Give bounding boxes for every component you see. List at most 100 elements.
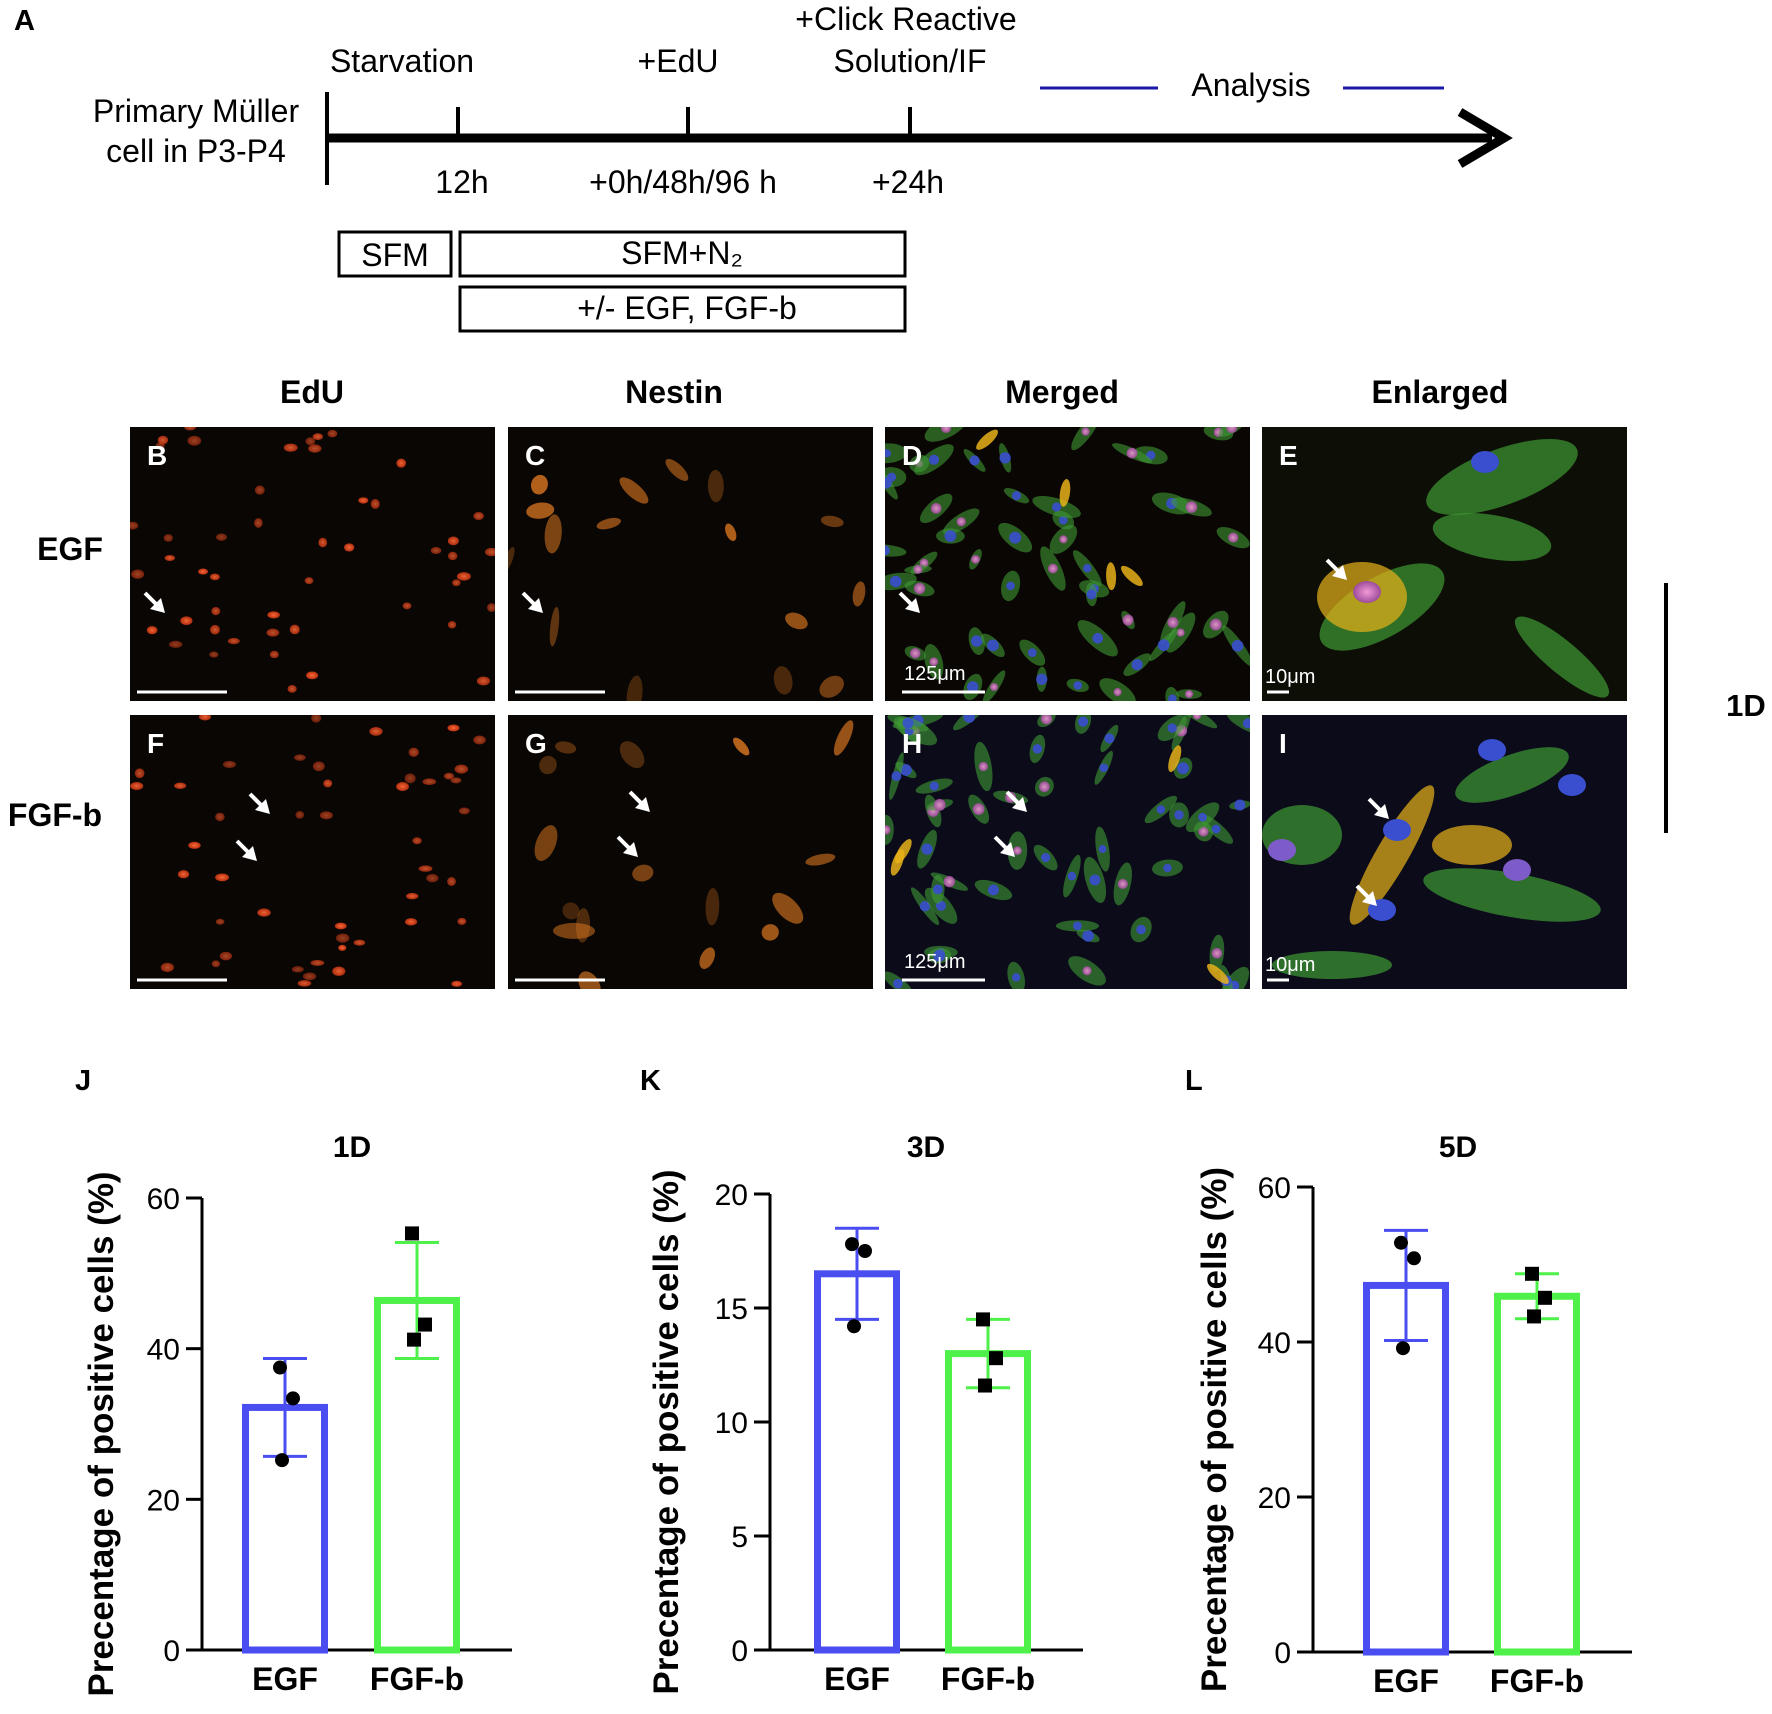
y-tick-label: 5 bbox=[731, 1521, 748, 1554]
micrograph-h: H 125μm bbox=[885, 715, 1250, 989]
panel-letter-f: F bbox=[147, 728, 164, 759]
factors-box bbox=[458, 285, 907, 333]
y-tick-label: 40 bbox=[1258, 1327, 1291, 1360]
column-header-enlarged: Enlarged bbox=[1372, 374, 1509, 410]
micrograph-b: B bbox=[130, 427, 495, 701]
arrow-icon bbox=[521, 591, 543, 613]
y-tick-label: 20 bbox=[715, 1179, 748, 1212]
scale-bar-label: 125μm bbox=[904, 663, 966, 685]
start-label-line1: Primary Müller bbox=[93, 93, 300, 129]
sfm-box bbox=[337, 230, 453, 278]
row-label-fgf: FGF-b bbox=[8, 797, 102, 833]
data-point-circle bbox=[858, 1244, 872, 1258]
sfm-n2-box-label: SFM+N₂ bbox=[621, 235, 743, 271]
arrow-icon bbox=[235, 839, 257, 861]
event-click-line1: +Click Reactive bbox=[795, 1, 1016, 37]
x-tick-label: FGF-b bbox=[1490, 1663, 1584, 1699]
y-tick-label: 10 bbox=[715, 1407, 748, 1440]
event-click-line2: Solution/IF bbox=[834, 43, 987, 79]
x-tick-label: EGF bbox=[1373, 1663, 1439, 1699]
row-label-egf: EGF bbox=[37, 531, 103, 567]
data-point-square bbox=[1527, 1309, 1541, 1324]
timeline-panel: A Primary Müller cell in P3-P4 Starvatio… bbox=[14, 1, 1513, 333]
column-header-merged: Merged bbox=[1005, 374, 1119, 410]
arrow-icon bbox=[628, 790, 650, 812]
y-tick-label: 0 bbox=[163, 1635, 180, 1668]
micrograph-c: C bbox=[508, 427, 873, 701]
time-12h: 12h bbox=[435, 164, 488, 200]
time-click: +24h bbox=[872, 164, 944, 200]
arrow-icon bbox=[1325, 558, 1347, 580]
y-axis-label: Precentage of positive cells (%) bbox=[1195, 1167, 1234, 1692]
panel-letter-e: E bbox=[1279, 440, 1298, 471]
event-edu: +EdU bbox=[638, 43, 719, 79]
y-tick-label: 60 bbox=[1258, 1172, 1291, 1205]
time-edu: +0h/48h/96 h bbox=[589, 164, 777, 200]
sfm-n2-box bbox=[458, 230, 907, 278]
micrograph-e: E 10μm bbox=[1262, 427, 1627, 701]
y-tick-label: 0 bbox=[731, 1635, 748, 1668]
arrow-icon bbox=[993, 835, 1015, 857]
scale-bar-label: 10μm bbox=[1265, 954, 1315, 976]
data-point-square bbox=[1538, 1290, 1552, 1305]
panel-letter-c: C bbox=[525, 440, 545, 471]
panel-letter-k: K bbox=[640, 1065, 661, 1097]
y-tick-label: 0 bbox=[1274, 1637, 1291, 1670]
data-point-square bbox=[1525, 1266, 1539, 1281]
data-point-square bbox=[418, 1317, 432, 1332]
panel-letter-a: A bbox=[14, 5, 35, 37]
panel-letter-d: D bbox=[902, 440, 922, 471]
scale-bar-label: 10μm bbox=[1265, 666, 1315, 688]
timeline-arrowhead bbox=[1457, 108, 1513, 168]
data-point-circle bbox=[1394, 1235, 1408, 1250]
micrograph-f: F bbox=[130, 715, 495, 989]
sfm-box-label: SFM bbox=[361, 237, 429, 273]
x-tick-label: FGF-b bbox=[941, 1661, 1035, 1697]
chart-title: 5D bbox=[1439, 1131, 1477, 1164]
data-point-circle bbox=[847, 1319, 861, 1334]
chart-panel-l: L 5D Precentage of positive cells (%) 0 20 40… bbox=[1185, 1065, 1632, 1699]
data-point-square bbox=[976, 1312, 990, 1327]
data-point-square bbox=[405, 1226, 419, 1241]
arrow-icon bbox=[143, 591, 165, 613]
arrow-icon bbox=[1005, 790, 1027, 812]
data-point-square bbox=[989, 1351, 1003, 1366]
chart-title: 1D bbox=[333, 1131, 371, 1164]
data-point-circle bbox=[1396, 1341, 1410, 1356]
y-tick-label: 20 bbox=[1258, 1482, 1291, 1515]
x-tick-label: EGF bbox=[252, 1661, 318, 1697]
micrograph-i: I 10μm bbox=[1262, 715, 1627, 989]
event-starvation: Starvation bbox=[330, 43, 474, 79]
micrograph-g: G bbox=[508, 715, 873, 989]
chart-panel-k: K 3D Precentage of positive cells (%) 0 5 10 1… bbox=[640, 1065, 1083, 1697]
data-point-circle bbox=[1407, 1251, 1421, 1266]
y-axis-label: Precentage of positive cells (%) bbox=[647, 1169, 686, 1694]
panel-letter-g: G bbox=[525, 728, 547, 759]
panel-letter-i: I bbox=[1279, 728, 1287, 759]
data-point-circle bbox=[286, 1391, 300, 1406]
arrow-icon bbox=[248, 792, 270, 814]
y-tick-label: 15 bbox=[715, 1293, 748, 1326]
bar-fgf-b bbox=[945, 1350, 1031, 1654]
arrow-icon bbox=[616, 835, 638, 857]
micrograph-d: D 125μm bbox=[885, 427, 1250, 701]
data-point-square bbox=[978, 1378, 992, 1393]
arrow-icon bbox=[1367, 797, 1389, 819]
panel-letter-b: B bbox=[147, 440, 167, 471]
chart-title: 3D bbox=[907, 1131, 945, 1164]
panel-letter-j: J bbox=[75, 1065, 91, 1097]
data-point-circle bbox=[275, 1453, 289, 1468]
chart-panel-j: J 1D Precentage of positive cells (%) 0 20 40… bbox=[75, 1065, 512, 1697]
y-axis-label: Precentage of positive cells (%) bbox=[82, 1171, 121, 1696]
bar-fgf-b bbox=[1494, 1292, 1580, 1656]
analysis-label: Analysis bbox=[1191, 67, 1310, 103]
data-point-circle bbox=[845, 1237, 859, 1252]
x-tick-label: FGF-b bbox=[370, 1661, 464, 1697]
column-header-nestin: Nestin bbox=[625, 374, 723, 410]
y-tick-label: 40 bbox=[147, 1334, 180, 1367]
arrow-icon bbox=[898, 591, 920, 613]
data-point-circle bbox=[273, 1360, 287, 1375]
bar-charts: J 1D Precentage of positive cells (%) 0 20 40… bbox=[75, 1065, 1632, 1699]
y-tick-label: 60 bbox=[147, 1183, 180, 1216]
